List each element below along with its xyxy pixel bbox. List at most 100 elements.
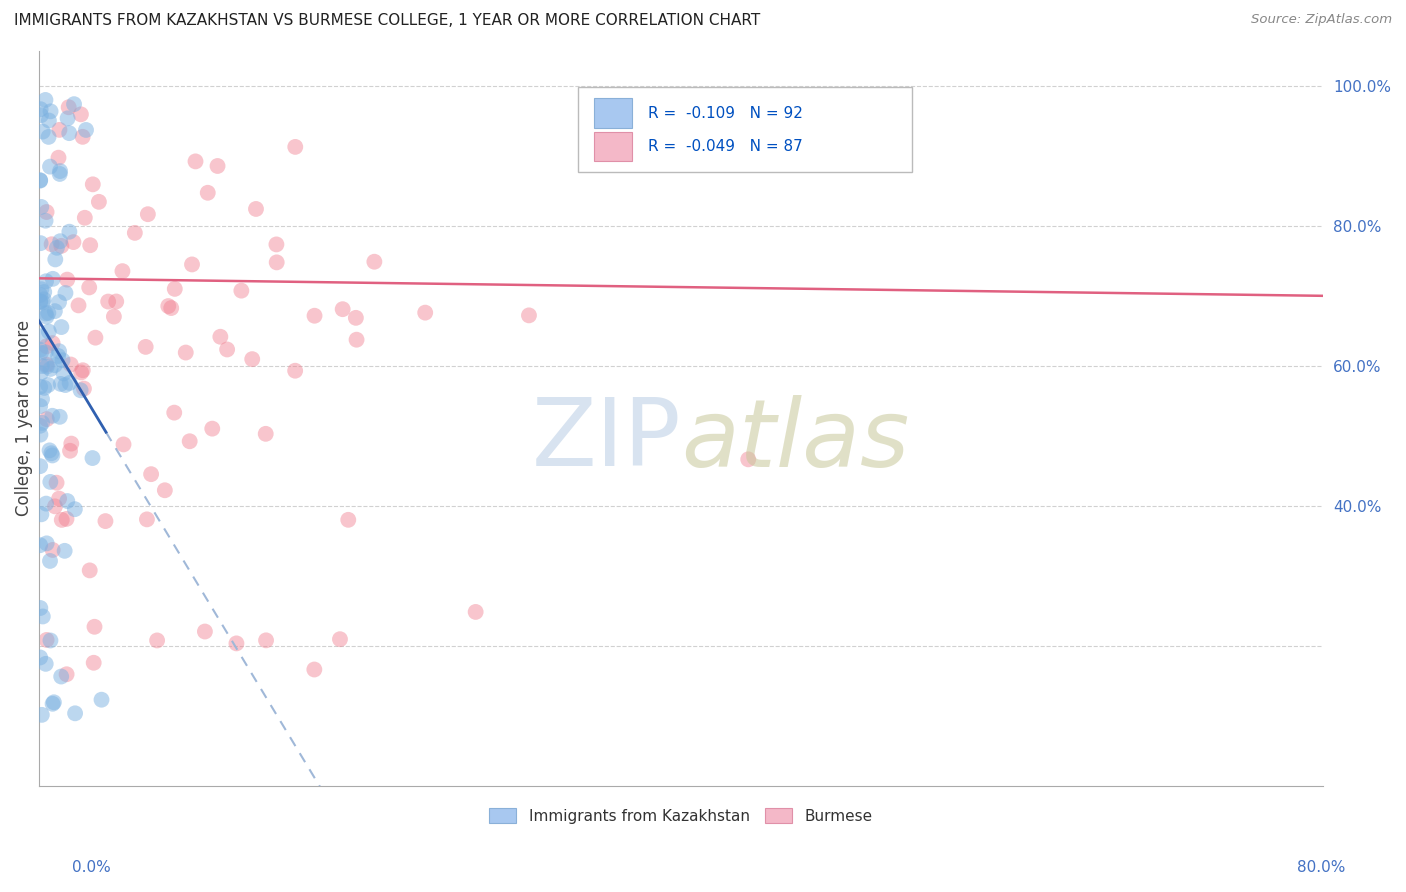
Point (39, 554, 62, 568)
Point (304, 663, 326, 677)
Text: atlas: atlas (681, 395, 910, 486)
Point (30, 236, 52, 251)
Point (77, 280, 100, 294)
Point (266, 237, 288, 252)
Point (284, 364, 307, 378)
Point (44, 358, 66, 372)
Point (56, 272, 79, 286)
Point (58, 126, 80, 140)
Point (363, 254, 385, 268)
Point (30, 343, 52, 357)
Point (737, 452, 759, 467)
Point (63, 502, 86, 516)
Point (35, 310, 58, 324)
Point (39, 104, 62, 119)
Point (38, 113, 60, 128)
Point (38, 325, 60, 339)
Point (82, 451, 104, 466)
Point (48, 491, 70, 506)
Point (56, 112, 79, 126)
Point (73, 211, 96, 225)
Point (34, 213, 56, 227)
Point (38, 129, 60, 144)
Point (201, 422, 224, 436)
Point (304, 309, 326, 323)
Point (63, 706, 86, 721)
Bar (593, 98, 633, 128)
Point (41, 409, 63, 423)
Point (97, 294, 120, 309)
Point (44, 500, 66, 514)
Point (55, 512, 77, 526)
Point (30, 329, 52, 343)
Point (35, 339, 58, 353)
Point (63, 97, 86, 112)
Point (48, 151, 70, 165)
Point (53, 378, 76, 392)
Point (103, 310, 125, 324)
Point (136, 512, 159, 526)
Point (35, 358, 58, 372)
Point (30, 418, 52, 433)
Point (49, 234, 72, 248)
Point (67, 298, 90, 312)
Point (31, 416, 53, 430)
Point (34, 93, 56, 107)
Point (70, 107, 93, 121)
Point (39, 160, 62, 174)
Point (39, 633, 62, 648)
Point (60, 436, 83, 450)
Point (37, 306, 59, 320)
Point (69, 384, 91, 398)
Point (34, 306, 56, 320)
Point (35, 657, 58, 671)
Point (59, 443, 82, 458)
Point (207, 159, 229, 173)
Point (58, 225, 80, 239)
Point (41, 446, 63, 460)
Point (30, 601, 52, 615)
Point (30, 366, 52, 380)
Point (35, 412, 58, 426)
Point (35, 497, 58, 511)
Point (35, 536, 58, 550)
Point (346, 333, 368, 347)
Point (75, 123, 97, 137)
Text: 0.0%: 0.0% (72, 860, 111, 874)
Point (174, 345, 197, 359)
Point (231, 284, 253, 298)
Point (35, 345, 58, 359)
Point (48, 295, 70, 310)
Point (32, 293, 55, 307)
Text: R =  -0.049   N = 87: R = -0.049 N = 87 (648, 139, 803, 153)
Point (30, 459, 52, 474)
Point (34, 381, 56, 395)
Point (217, 343, 239, 357)
Text: IMMIGRANTS FROM KAZAKHSTAN VS BURMESE COLLEGE, 1 YEAR OR MORE CORRELATION CHART: IMMIGRANTS FROM KAZAKHSTAN VS BURMESE CO… (14, 13, 761, 29)
Point (30, 650, 52, 665)
Point (41, 237, 63, 252)
Point (240, 352, 263, 367)
Point (31, 392, 53, 407)
Point (48, 167, 70, 181)
Point (209, 330, 232, 344)
Legend: Immigrants from Kazakhstan, Burmese: Immigrants from Kazakhstan, Burmese (481, 800, 880, 831)
Point (90, 692, 112, 706)
Point (72, 129, 94, 144)
Point (41, 697, 63, 711)
Point (344, 310, 367, 325)
Point (30, 102, 52, 116)
Point (136, 207, 159, 221)
Point (42, 272, 65, 286)
Point (160, 301, 183, 315)
Point (254, 633, 277, 648)
Point (44, 304, 66, 318)
Point (30, 108, 52, 122)
Point (51, 353, 73, 368)
Point (49, 164, 72, 178)
Point (30, 282, 52, 296)
Point (31, 359, 53, 373)
Point (266, 255, 288, 269)
FancyBboxPatch shape (578, 87, 912, 172)
Point (48, 344, 70, 359)
